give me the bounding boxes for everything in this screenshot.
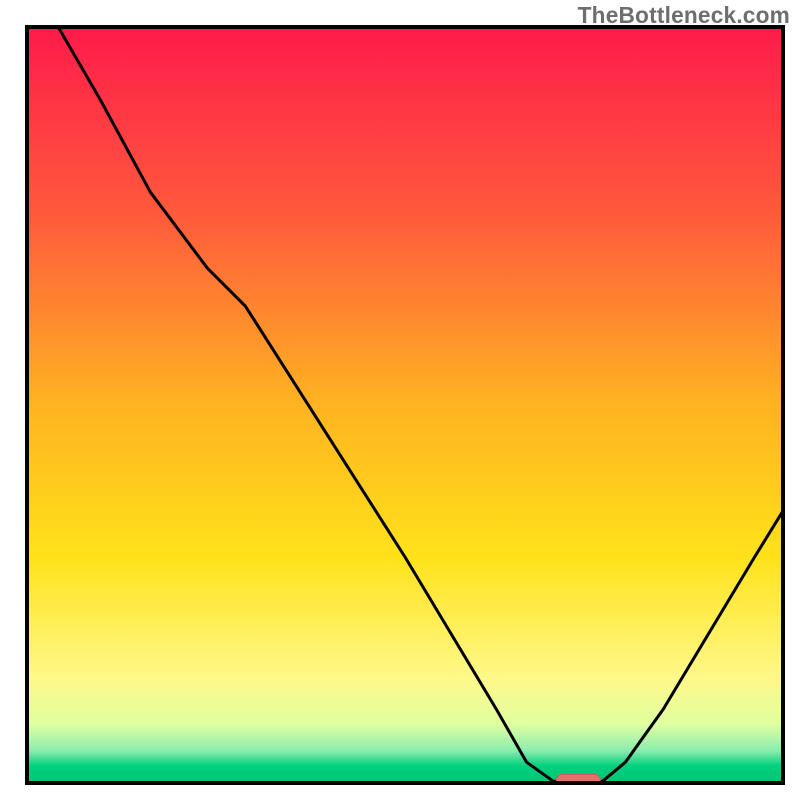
chart-svg bbox=[25, 25, 785, 785]
chart-container: { "watermark": { "text": "TheBottleneck.… bbox=[0, 0, 800, 800]
bottleneck-curve bbox=[59, 29, 785, 781]
plot-frame bbox=[25, 25, 785, 785]
axis-border-top bbox=[25, 25, 785, 29]
axis-border-left bbox=[25, 25, 29, 785]
axis-border-bottom bbox=[25, 781, 785, 785]
axis-border-right bbox=[781, 25, 785, 785]
plot-area bbox=[25, 25, 785, 785]
